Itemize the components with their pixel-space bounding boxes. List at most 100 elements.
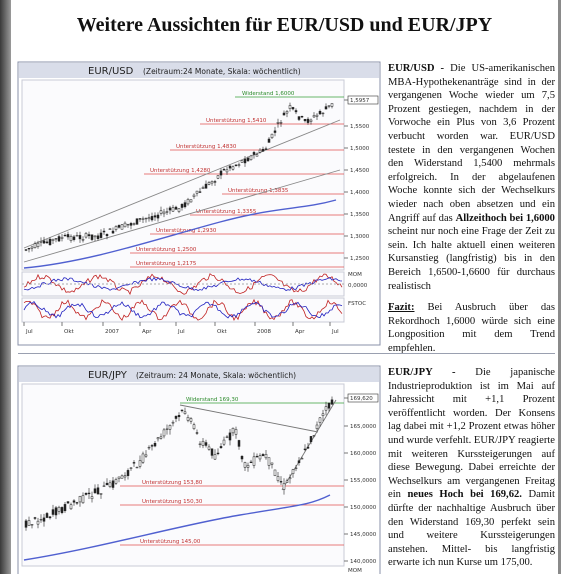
candle-body [126, 470, 130, 476]
candle-body [234, 164, 238, 166]
indicator-line [23, 276, 343, 291]
candle-body [96, 487, 100, 495]
candle-body [87, 234, 91, 237]
candle-body [291, 107, 295, 110]
candle-body [195, 190, 199, 194]
candle-body [282, 483, 286, 490]
candle-body [129, 223, 133, 226]
candle-body [210, 448, 214, 456]
candle-body [219, 446, 223, 449]
chart-title: EUR/JPY [88, 370, 128, 381]
indicator-label: MOM [348, 568, 362, 574]
candle-body [330, 399, 334, 405]
candle-body [285, 111, 289, 114]
candle-body [78, 235, 82, 240]
candle-body [153, 215, 157, 218]
candle-body [36, 242, 40, 247]
divider [18, 353, 555, 354]
candle-body [243, 158, 247, 164]
candle-body [66, 501, 70, 504]
candle-body [39, 241, 43, 243]
candle-body [237, 164, 241, 166]
candle-body [81, 495, 85, 504]
candle-body [174, 415, 178, 419]
candle-body [54, 507, 58, 516]
candle-body [210, 181, 214, 184]
candle-body [243, 462, 247, 468]
candle-body [90, 234, 94, 240]
candle-body [135, 218, 139, 225]
candle-body [228, 432, 232, 441]
candle-body [174, 206, 178, 210]
price-label: 1,5500 [350, 124, 370, 130]
candle-body [105, 234, 109, 237]
candle-body [159, 210, 163, 214]
candle-body [48, 238, 52, 246]
candle-body [72, 236, 76, 240]
candle-body [150, 216, 154, 221]
candle-body [111, 480, 115, 488]
candle-body [189, 418, 193, 422]
candle-body [42, 517, 46, 522]
candle-body [36, 520, 40, 525]
candle-body [99, 493, 103, 495]
candle-body [96, 235, 100, 239]
candle-body [321, 413, 325, 416]
candle-body [264, 453, 268, 459]
candle-body [114, 226, 118, 230]
price-label: 1,2500 [350, 256, 370, 262]
lead: EUR/USD - [388, 63, 445, 74]
candle-body [111, 230, 115, 234]
price-badge [347, 95, 379, 105]
x-label: 2007 [105, 329, 119, 335]
candle-body [180, 409, 184, 412]
moving-average [23, 494, 331, 561]
candle-body [237, 440, 241, 447]
chart-header [19, 367, 379, 382]
candle-body [327, 105, 331, 107]
candle-body [57, 236, 61, 242]
candle-body [120, 224, 124, 230]
candle-body [114, 479, 118, 484]
candle-body [33, 517, 37, 519]
candle-body [60, 236, 64, 239]
level-label: Unterstützung 1,4280 [150, 168, 211, 174]
candle-body [288, 105, 292, 109]
body: Damit dürfte der nachhaltige Ausbruch üb… [388, 489, 555, 569]
candle-body [216, 175, 220, 179]
x-label: 2008 [257, 329, 271, 335]
candle-body [318, 417, 322, 423]
candle-body [252, 456, 256, 466]
candle-body [138, 218, 142, 220]
candle-body [276, 122, 280, 124]
level-label: Unterstützung 153,80 [142, 480, 203, 486]
candle-body [141, 218, 145, 220]
indicator-line [23, 273, 343, 296]
candle-body [294, 467, 298, 469]
price-label: 1,4500 [350, 168, 370, 174]
candle-body [276, 476, 280, 481]
candle-body [69, 504, 73, 510]
candle-body [240, 160, 244, 163]
level-label: Unterstützung 145,00 [140, 539, 201, 545]
x-label: Apr [295, 329, 305, 335]
candle-body [51, 238, 55, 241]
candle-body [306, 446, 310, 449]
candle-body [75, 235, 79, 237]
candle-body [303, 448, 307, 451]
page-edge [558, 0, 561, 574]
indicator-line [23, 298, 343, 321]
candle-body [117, 225, 121, 228]
candle-body [270, 133, 274, 139]
candle-body [318, 110, 322, 115]
candle-body [27, 520, 31, 526]
candle-body [324, 406, 328, 411]
candle-body [126, 223, 130, 226]
candle-body [159, 436, 163, 439]
candle-body [252, 152, 256, 155]
paragraph: EUR/USD - Die US-amerikanischen MBA-Hypo… [388, 62, 555, 293]
candle-body [273, 130, 277, 133]
candle-body [270, 462, 274, 465]
candle-body [222, 439, 226, 445]
level-label: Unterstützung 150,30 [142, 499, 203, 505]
